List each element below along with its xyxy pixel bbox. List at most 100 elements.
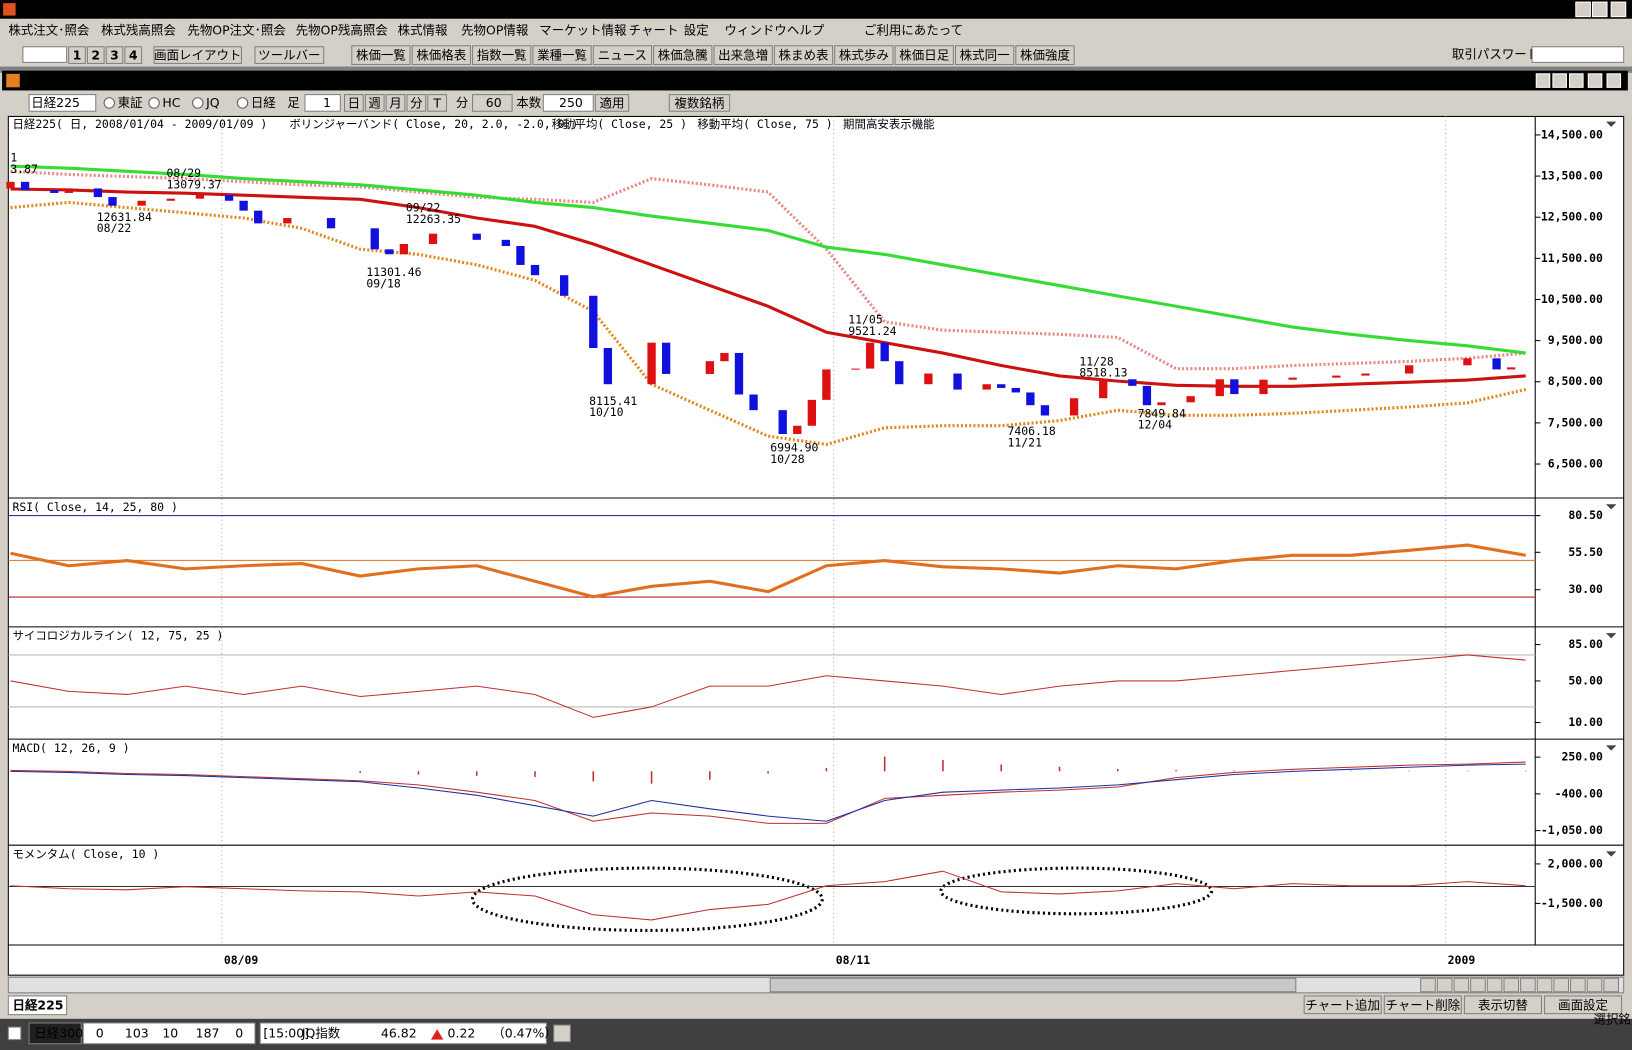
menu-item[interactable]: 株式情報: [398, 23, 448, 38]
radio[interactable]: [148, 97, 160, 109]
layout-slot[interactable]: 3: [110, 48, 119, 63]
period-button-frame[interactable]: [427, 94, 448, 112]
scroll-button[interactable]: [1553, 977, 1570, 993]
toolbar-button-frame[interactable]: [653, 45, 713, 65]
menu-item[interactable]: マーケット情報: [539, 23, 627, 38]
toolbar-button[interactable]: 株式同一: [960, 48, 1010, 63]
toolbar-button[interactable]: 株式歩み: [839, 48, 889, 63]
toolbar-dropdown[interactable]: 画面レイアウト: [154, 48, 241, 63]
radio[interactable]: [103, 97, 116, 109]
multi-button[interactable]: 複数銘柄: [674, 95, 724, 110]
span-value[interactable]: 1: [323, 95, 331, 110]
footer-button-frame[interactable]: [1303, 995, 1382, 1015]
apply-button[interactable]: 適用: [600, 95, 625, 110]
menu-item[interactable]: 株式残高照会: [101, 23, 176, 38]
period-button[interactable]: 週: [368, 95, 381, 110]
panel-menu-arrow[interactable]: [1605, 121, 1617, 127]
toolbar-dropdown-frame[interactable]: [153, 46, 242, 64]
menu-item[interactable]: ご利用にあたって: [864, 23, 963, 38]
menu-item[interactable]: 設定: [684, 23, 709, 38]
window-control[interactable]: [1535, 73, 1551, 88]
toolbar-button[interactable]: 指数一覧: [477, 48, 527, 63]
layout-slot-frame[interactable]: [105, 46, 124, 64]
scroll-button[interactable]: [1420, 977, 1436, 993]
radio-label[interactable]: 日経: [251, 95, 276, 110]
toolbar-button[interactable]: ニュース: [598, 48, 647, 63]
footer-button-frame[interactable]: [1383, 995, 1462, 1015]
footer-button[interactable]: チャート追加: [1305, 997, 1380, 1012]
status-checkbox[interactable]: [7, 1026, 22, 1041]
toolbar-field[interactable]: [22, 46, 68, 63]
toolbar-button-frame[interactable]: [1015, 45, 1075, 65]
tab-frame[interactable]: [7, 995, 68, 1016]
menu-item[interactable]: チャート: [629, 23, 679, 38]
period-button[interactable]: 月: [389, 95, 401, 110]
footer-button[interactable]: 画面設定: [1558, 997, 1608, 1012]
toolbar-button[interactable]: 株価一覧: [356, 48, 406, 63]
maximize-button[interactable]: [1591, 1, 1608, 18]
panel-menu-arrow[interactable]: [1605, 633, 1617, 639]
scroll-button[interactable]: [1470, 977, 1486, 993]
minute-value[interactable]: 60: [486, 95, 502, 110]
toolbar-button-frame[interactable]: [894, 45, 954, 65]
toolbar-button[interactable]: 株価強度: [1020, 48, 1070, 63]
status-button[interactable]: [553, 1024, 571, 1043]
toolbar-button-frame[interactable]: [713, 45, 773, 65]
toolbar-button[interactable]: 株価日足: [899, 48, 949, 63]
window-control[interactable]: [1587, 73, 1603, 88]
scroll-button[interactable]: [1586, 977, 1603, 993]
toolbar-button-frame[interactable]: [472, 45, 532, 65]
panel-menu-arrow[interactable]: [1605, 504, 1617, 510]
layout-slot[interactable]: 2: [91, 48, 100, 63]
menu-item[interactable]: ヘルプ: [787, 23, 825, 38]
layout-slot[interactable]: 4: [129, 48, 138, 63]
toolbar-button[interactable]: 株価格表: [416, 48, 466, 63]
toolbar-dropdown-frame[interactable]: [254, 46, 325, 64]
scroll-button[interactable]: [1603, 977, 1619, 993]
password-field[interactable]: [1531, 46, 1625, 63]
radio-label[interactable]: 東証: [118, 95, 143, 110]
count-field[interactable]: [542, 94, 594, 112]
scroll-button[interactable]: [1536, 977, 1553, 993]
radio[interactable]: [192, 97, 204, 109]
window-control[interactable]: [1552, 73, 1567, 88]
close-button[interactable]: [1610, 1, 1627, 18]
toolbar-button[interactable]: 業種一覧: [537, 48, 587, 63]
minute-field[interactable]: [472, 94, 513, 112]
footer-button-frame[interactable]: [1463, 995, 1542, 1015]
toolbar-dropdown[interactable]: ツールバー: [258, 48, 320, 63]
window-control[interactable]: [1606, 73, 1622, 88]
scroll-button[interactable]: [1520, 977, 1536, 993]
period-button-frame[interactable]: [364, 94, 385, 112]
menu-item[interactable]: 先物OP情報: [461, 23, 529, 38]
menu-item[interactable]: ウィンドウ: [724, 23, 786, 38]
symbol-combo[interactable]: [28, 94, 97, 112]
scroll-thumb[interactable]: [769, 977, 1297, 993]
scroll-button[interactable]: [1436, 977, 1453, 993]
period-button[interactable]: 分: [410, 95, 422, 110]
radio-label[interactable]: JQ: [205, 95, 220, 110]
toolbar-button-frame[interactable]: [592, 45, 653, 65]
toolbar-button-frame[interactable]: [532, 45, 592, 65]
radio[interactable]: [236, 97, 249, 109]
toolbar-button-frame[interactable]: [834, 45, 894, 65]
panel-menu-arrow[interactable]: [1605, 851, 1617, 857]
multi-button-frame[interactable]: [668, 94, 731, 112]
period-button-frame[interactable]: [343, 94, 364, 112]
footer-button-frame[interactable]: [1544, 995, 1623, 1015]
scroll-button[interactable]: [1570, 977, 1586, 993]
layout-slot[interactable]: 1: [73, 48, 82, 63]
scroll-button[interactable]: [1453, 977, 1470, 993]
layout-slot-frame[interactable]: [124, 46, 143, 64]
toolbar-button[interactable]: 株価急騰: [658, 48, 708, 63]
tab[interactable]: 日経225: [12, 997, 63, 1012]
count-value[interactable]: 250: [559, 95, 583, 110]
period-button-frame[interactable]: [385, 94, 406, 112]
menu-item[interactable]: 株式注文･照会: [8, 23, 89, 38]
toolbar-button[interactable]: 出来急増: [718, 48, 768, 63]
footer-button[interactable]: チャート削除: [1385, 997, 1460, 1012]
scroll-button[interactable]: [1503, 977, 1520, 993]
period-button[interactable]: 日: [348, 95, 360, 110]
panel-menu-arrow[interactable]: [1605, 745, 1617, 751]
layout-slot-frame[interactable]: [68, 46, 86, 64]
